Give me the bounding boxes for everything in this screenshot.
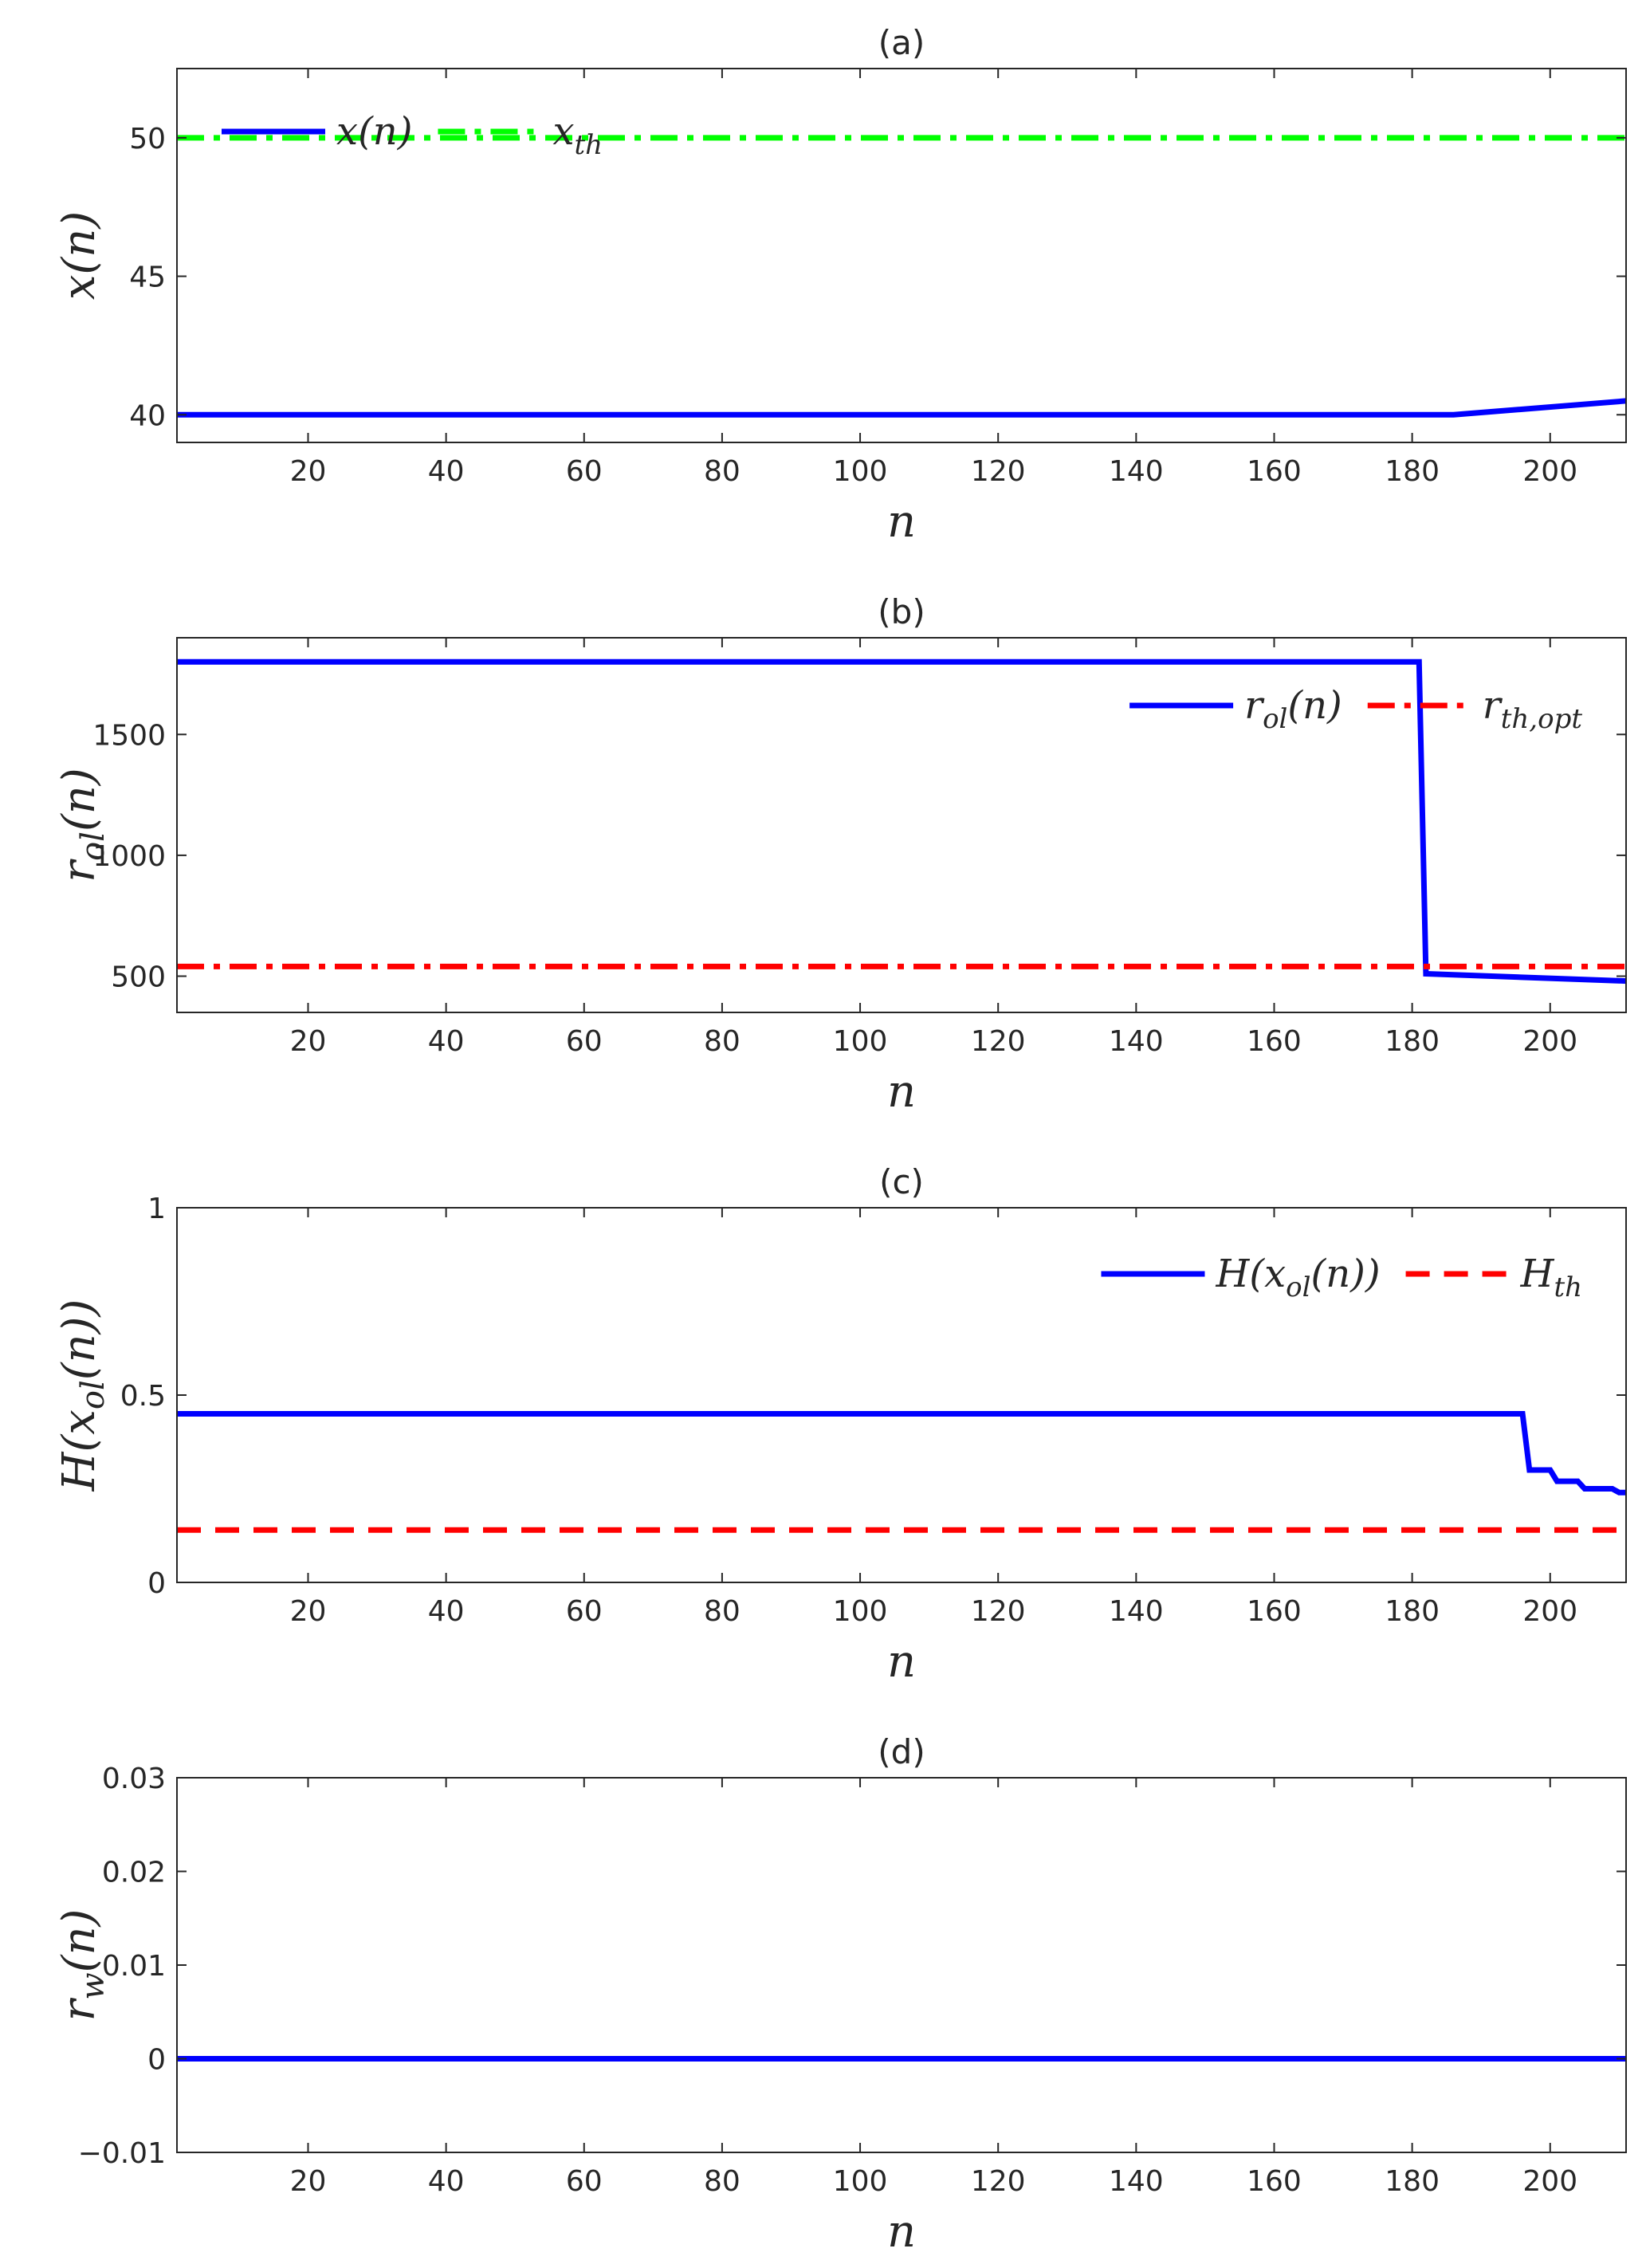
- x-tick-label: 160: [1247, 2165, 1302, 2198]
- x-tick-label: 200: [1522, 1025, 1577, 1058]
- y-tick-label: 0.01: [102, 1950, 166, 1983]
- chart-panel-2: 20 40 60 80 100 120 140 160 180 200 0 0.5 1 (c) n H(xol…: [53, 1162, 1627, 1688]
- x-tick-label: 120: [971, 2165, 1026, 2198]
- x-tick-label: 140: [1109, 1595, 1164, 1628]
- x-tick-label: 40: [428, 1595, 465, 1628]
- x-tick-label: 60: [566, 1025, 603, 1058]
- x-axis-label: n: [887, 1066, 916, 1118]
- y-tick-label: 0.03: [102, 1763, 166, 1795]
- y-tick-label: 0.02: [102, 1857, 166, 1889]
- y-axis-label: x(n): [53, 211, 105, 300]
- x-tick-label: 80: [704, 1025, 741, 1058]
- x-tick-label: 80: [704, 2165, 741, 2198]
- plot-area: [177, 638, 1626, 1012]
- x-tick-label: 160: [1247, 455, 1302, 488]
- y-tick-label: 1: [147, 1193, 166, 1225]
- x-tick-label: 180: [1385, 2165, 1440, 2198]
- x-tick-label: 160: [1247, 1025, 1302, 1058]
- panel-title: (d): [878, 1732, 925, 1771]
- x-tick-label: 20: [290, 2165, 327, 2198]
- legend-label: rol(n): [1244, 683, 1342, 735]
- plot-area: [177, 1208, 1626, 1582]
- x-axis-label: n: [887, 496, 916, 548]
- y-axis-label: H(xol(n)): [53, 1299, 112, 1492]
- x-tick-label: 180: [1385, 1025, 1440, 1058]
- x-tick-label: 100: [833, 1595, 888, 1628]
- legend-label: rth,opt: [1483, 683, 1583, 735]
- x-tick-label: 120: [971, 1025, 1026, 1058]
- x-tick-label: 200: [1522, 455, 1577, 488]
- x-tick-label: 60: [566, 1595, 603, 1628]
- x-tick-label: 100: [833, 1025, 888, 1058]
- y-tick-label: −0.01: [78, 2137, 166, 2170]
- x-tick-label: 60: [566, 2165, 603, 2198]
- x-tick-label: 100: [833, 2165, 888, 2198]
- x-tick-label: 20: [290, 455, 327, 488]
- y-tick-label: 0: [147, 1567, 166, 1600]
- series-line-x(n): [177, 398, 1626, 418]
- legend: H(xol(n)) Hth: [1101, 1252, 1582, 1303]
- x-axis-label: n: [887, 1636, 916, 1688]
- x-tick-label: 180: [1385, 1595, 1440, 1628]
- x-tick-label: 20: [290, 1595, 327, 1628]
- panel-title: (c): [879, 1162, 924, 1201]
- x-tick-label: 20: [290, 1025, 327, 1058]
- x-tick-label: 140: [1109, 1025, 1164, 1058]
- chart-panel-3: 20 40 60 80 100 120 140 160 180 200 −0.01 0 0.01 0.02…: [53, 1732, 1627, 2258]
- x-tick-label: 200: [1522, 2165, 1577, 2198]
- x-axis-label: n: [887, 2206, 916, 2258]
- x-tick-label: 40: [428, 1025, 465, 1058]
- x-tick-label: 80: [704, 455, 741, 488]
- axes-box: [176, 68, 1627, 443]
- chart-panel-1: 20 40 60 80 100 120 140 160 180 200 500 1000 1500 (b)…: [53, 592, 1627, 1118]
- y-tick-label: 45: [129, 261, 166, 294]
- x-tick-label: 60: [566, 455, 603, 488]
- panel-title: (a): [878, 23, 925, 62]
- axes-box: [176, 637, 1627, 1013]
- x-tick-label: 160: [1247, 1595, 1302, 1628]
- legend-label: xth: [552, 109, 603, 161]
- series-line-H(x_ol(n)): [177, 1411, 1626, 1496]
- x-tick-label: 120: [971, 455, 1026, 488]
- y-tick-label: 1500: [92, 719, 166, 752]
- x-tick-label: 100: [833, 455, 888, 488]
- x-tick-label: 140: [1109, 2165, 1164, 2198]
- y-axis-label: rol(n): [53, 768, 112, 882]
- y-tick-label: 1000: [92, 840, 166, 873]
- legend-label: x(n): [336, 109, 412, 154]
- y-tick-label: 40: [129, 399, 166, 432]
- y-tick-label: 0: [147, 2044, 166, 2077]
- chart-panel-0: 20 40 60 80 100 120 140 160 180 200 40 45 50 (a) n x(n)…: [53, 23, 1627, 548]
- series-line-r_ol(n): [177, 658, 1626, 985]
- legend: x(n) xth: [222, 109, 603, 161]
- y-tick-label: 50: [129, 123, 166, 155]
- x-tick-label: 40: [428, 455, 465, 488]
- y-axis-label: rw(n): [53, 1909, 112, 2022]
- legend: rol(n) rth,opt: [1129, 683, 1582, 735]
- x-tick-label: 120: [971, 1595, 1026, 1628]
- legend-label: H(xol(n)): [1215, 1252, 1380, 1303]
- y-tick-label: 500: [111, 961, 166, 994]
- y-tick-label: 0.5: [120, 1380, 166, 1413]
- legend-label: Hth: [1520, 1252, 1582, 1303]
- x-tick-label: 80: [704, 1595, 741, 1628]
- panel-title: (b): [878, 592, 925, 631]
- x-tick-label: 200: [1522, 1595, 1577, 1628]
- x-tick-label: 140: [1109, 455, 1164, 488]
- plot-area: [177, 1778, 1626, 2152]
- plot-area: [177, 69, 1626, 442]
- x-tick-label: 180: [1385, 455, 1440, 488]
- x-tick-label: 40: [428, 2165, 465, 2198]
